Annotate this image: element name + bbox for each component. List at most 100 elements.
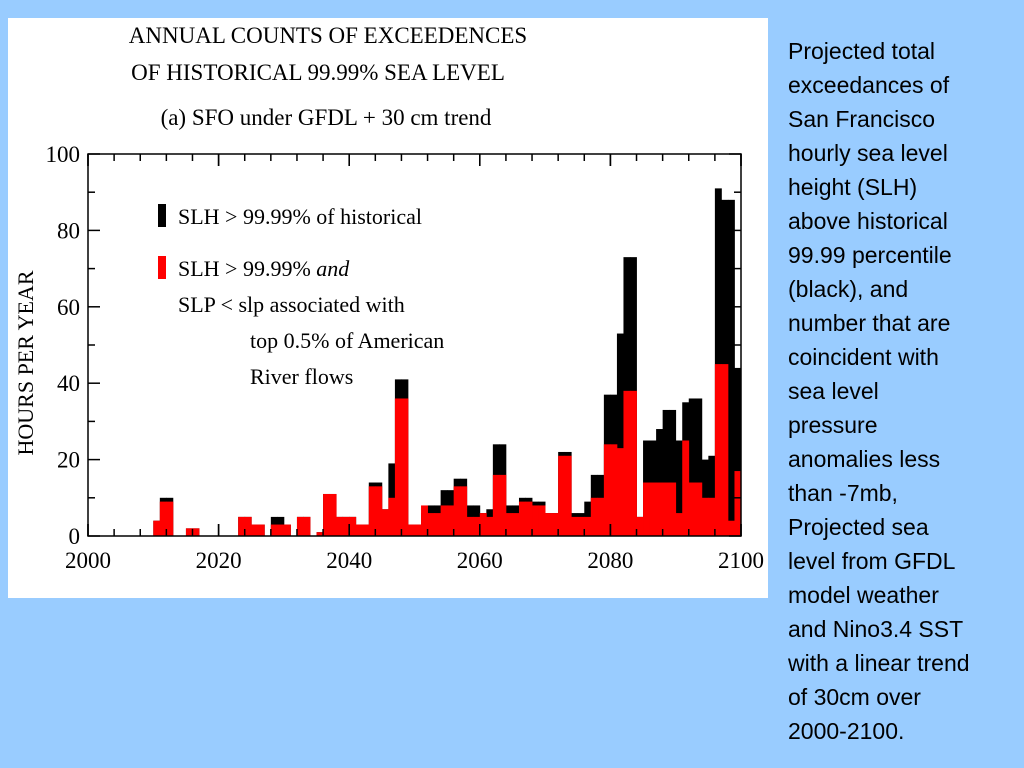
bar-coincident [336,516,344,536]
caption-line: than -7mb, [788,480,898,506]
bar-coincident [368,486,376,536]
bar-coincident [499,474,507,536]
bar-total [727,199,735,536]
bar-coincident [727,520,735,536]
slide-caption: Projected total exceedances of San Francis… [788,34,1020,748]
bar-coincident [721,364,729,536]
chart-panel: ANNUAL COUNTS OF EXCEEDENCES OF HISTORIC… [8,18,768,598]
caption-line: San Francisco [788,106,936,132]
bar-coincident [257,524,265,536]
bar-coincident [714,364,722,536]
legend-label-prefix: SLH > 99.99% [178,256,316,281]
plot-frame [87,153,742,537]
y-tick-label: 20 [57,448,80,473]
caption-line: number that are [788,310,951,336]
caption-line: pressure [788,412,878,438]
bar-coincident [440,505,448,536]
bar-total [708,455,716,536]
y-axis-label: HOURS PER YEAR [13,270,38,455]
bar-coincident [734,471,742,536]
bar-coincident [512,513,520,536]
bar-coincident [434,513,442,536]
bar-coincident [505,513,513,536]
bar-total [616,333,624,536]
legend-swatch-total [158,204,166,227]
bar-coincident [453,486,461,536]
bar-total [734,367,742,536]
bar-coincident [551,513,559,536]
bar-coincident [349,516,357,536]
bar-coincident [558,455,566,536]
bar-coincident [649,482,657,536]
bar-coincident [656,482,664,536]
bar-coincident [159,501,167,536]
x-tick-label: 2020 [196,548,242,573]
y-tick-label: 100 [46,142,81,167]
bar-coincident [623,390,631,536]
bar-coincident [479,513,487,536]
bar-coincident [636,516,644,536]
caption-line: and Nino3.4 SST [788,616,964,642]
bar-coincident [675,513,683,536]
caption-line: coincident with [788,344,939,370]
bar-coincident [355,524,363,536]
bar-coincident [303,516,311,536]
legend-label-coincident-line1: SLH > 99.99% and [178,256,350,281]
bar-coincident [518,501,526,536]
bar-coincident [381,509,389,536]
bar-total [662,409,670,536]
bar-coincident [603,444,611,536]
caption-line: Projected sea [788,514,929,540]
bar-coincident [283,524,291,536]
bar-coincident [695,482,703,536]
bar-total [669,409,677,536]
y-tick-label: 0 [69,524,81,549]
bar-coincident [610,444,618,536]
bar-coincident [525,501,533,536]
bar-coincident [447,505,455,536]
chart-title-line1: ANNUAL COUNTS OF EXCEEDENCES [129,23,527,48]
bar-coincident [238,516,246,536]
bar-total [675,440,683,536]
bar-coincident [166,501,174,536]
caption-line: Projected total [788,38,936,64]
legend-label-total: SLH > 99.99% of historical [178,204,422,229]
bar-coincident [669,482,677,536]
bar-coincident [296,516,304,536]
y-tick-label: 60 [57,295,80,320]
y-tick-label: 40 [57,371,80,396]
bar-coincident [629,390,637,536]
bar-coincident [701,497,709,536]
bar-coincident [407,524,415,536]
bar-coincident [486,516,494,536]
bar-coincident [564,455,572,536]
bar-coincident [185,528,193,536]
chart-subtitle: (a) SFO under GFDL + 30 cm trend [161,105,492,130]
chart-title-line2: OF HISTORICAL 99.99% SEA LEVEL [131,60,505,85]
bar-coincident [538,505,546,536]
x-tick-label: 2100 [718,548,764,573]
bar-total [714,188,722,536]
bar-coincident [532,505,539,536]
legend-label-coincident-line4: River flows [250,364,353,389]
bar-coincident [466,516,474,536]
bar-coincident [590,497,598,536]
bar-coincident [616,448,624,536]
legend-label-italic: and [316,256,350,281]
bar-coincident [375,486,383,536]
bar-coincident [277,524,285,536]
caption-line: with a linear trend [788,650,970,676]
caption-line: (black), and [788,276,909,302]
bar-coincident [688,482,696,536]
caption-line: above historical [788,208,948,234]
bar-coincident [342,516,350,536]
bar-coincident [401,398,409,536]
bar-coincident [427,513,435,536]
bar-coincident [394,398,402,536]
legend: SLH > 99.99% of historical SLH > 99.99% … [158,204,444,389]
caption-line: hourly sea level [788,140,948,166]
bar-coincident [682,440,690,536]
y-tick-label: 80 [57,218,80,243]
caption-line: 2000-2100. [788,718,905,744]
